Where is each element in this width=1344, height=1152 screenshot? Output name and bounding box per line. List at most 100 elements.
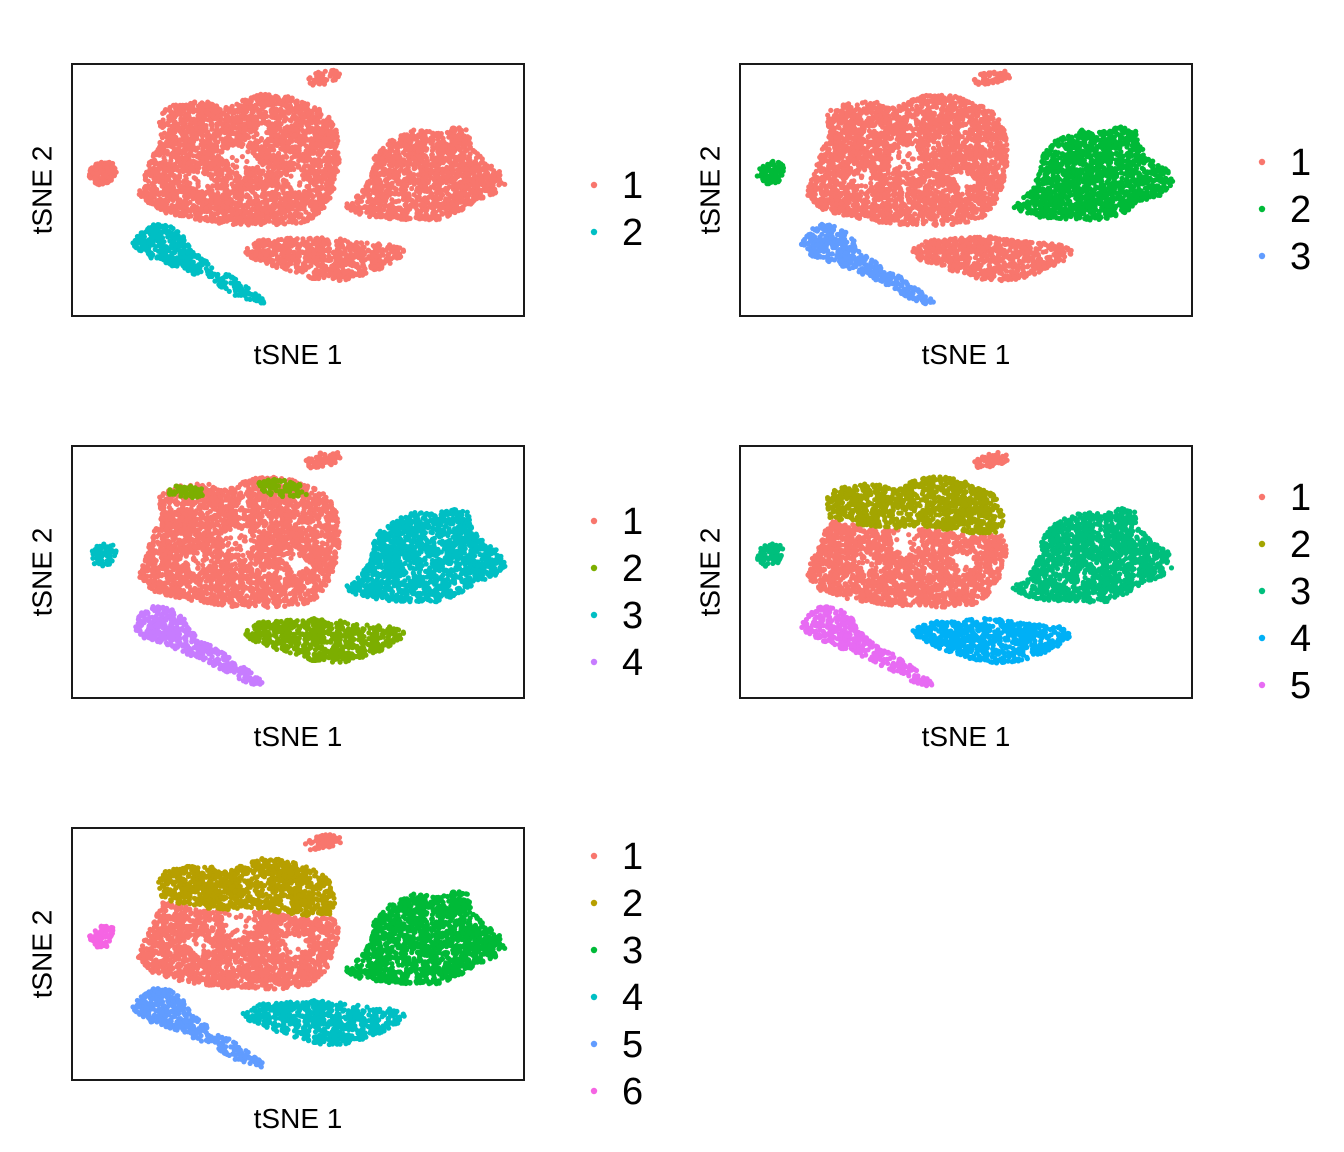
data-point xyxy=(200,159,206,166)
data-point xyxy=(234,164,240,170)
data-point xyxy=(220,215,226,221)
data-point xyxy=(383,195,390,201)
data-point xyxy=(229,103,235,109)
data-point xyxy=(366,194,372,200)
data-point xyxy=(253,177,259,183)
data-point xyxy=(163,150,169,156)
data-point xyxy=(166,205,172,211)
data-point xyxy=(392,191,398,197)
data-point xyxy=(233,221,239,227)
data-point xyxy=(289,95,295,101)
data-point xyxy=(276,97,282,103)
data-point xyxy=(227,137,233,143)
data-point xyxy=(309,148,315,154)
data-point xyxy=(406,215,412,221)
data-point xyxy=(219,143,226,149)
data-point xyxy=(278,138,284,144)
data-point xyxy=(189,104,195,110)
data-point xyxy=(319,158,325,164)
data-point xyxy=(308,120,314,126)
data-point xyxy=(222,192,228,198)
data-point xyxy=(467,190,473,196)
data-point xyxy=(422,216,428,222)
data-point xyxy=(252,198,258,204)
data-point xyxy=(188,165,194,171)
data-point xyxy=(172,166,178,172)
data-point xyxy=(379,155,385,162)
data-point xyxy=(422,133,428,139)
data-point xyxy=(456,180,463,186)
data-point xyxy=(262,140,268,146)
data-point xyxy=(264,158,270,164)
data-point xyxy=(254,139,260,145)
data-point xyxy=(231,190,237,196)
data-point xyxy=(237,215,244,221)
data-point xyxy=(312,181,318,187)
data-point xyxy=(156,197,162,203)
data-point xyxy=(175,209,181,216)
data-point xyxy=(435,167,441,173)
data-point xyxy=(439,211,445,217)
data-point xyxy=(420,201,426,208)
data-point xyxy=(164,139,170,145)
data-point xyxy=(285,143,291,150)
data-point xyxy=(439,201,445,207)
data-point xyxy=(244,158,250,165)
data-point xyxy=(219,209,225,215)
data-point xyxy=(100,180,106,186)
data-point xyxy=(196,150,203,157)
data-point xyxy=(220,160,226,166)
data-point xyxy=(272,160,279,166)
data-point xyxy=(198,196,204,202)
data-point xyxy=(323,155,329,162)
data-point xyxy=(183,173,189,179)
data-point xyxy=(478,180,484,186)
data-point xyxy=(234,205,240,211)
data-point xyxy=(143,191,149,197)
data-point xyxy=(402,141,408,147)
data-point xyxy=(188,116,194,122)
data-point xyxy=(149,186,156,192)
data-point xyxy=(152,179,158,185)
data-point xyxy=(379,160,385,166)
data-point xyxy=(296,158,302,164)
data-point xyxy=(227,118,233,124)
data-point xyxy=(241,133,247,140)
data-point xyxy=(243,165,249,171)
data-point xyxy=(271,156,277,162)
data-point xyxy=(263,172,269,179)
data-point xyxy=(94,164,100,170)
data-point xyxy=(462,199,468,205)
data-point xyxy=(430,144,436,150)
data-point xyxy=(388,168,394,174)
data-point xyxy=(205,139,211,145)
data-point xyxy=(440,143,446,149)
data-point xyxy=(453,154,459,160)
data-point xyxy=(396,158,402,164)
data-point xyxy=(109,174,115,180)
data-point xyxy=(277,200,283,206)
data-point xyxy=(496,178,502,184)
data-point xyxy=(334,135,340,141)
data-point xyxy=(259,150,265,156)
data-point xyxy=(166,161,172,167)
data-point xyxy=(308,263,314,269)
data-point xyxy=(274,176,280,182)
data-point xyxy=(384,178,390,184)
data-point xyxy=(322,68,328,74)
data-point xyxy=(240,206,246,212)
data-point xyxy=(275,216,281,222)
data-point xyxy=(460,144,466,150)
data-point xyxy=(298,196,304,202)
data-point xyxy=(387,216,393,222)
data-point xyxy=(375,197,381,203)
data-point xyxy=(435,213,441,219)
data-point xyxy=(433,179,439,185)
data-point xyxy=(264,214,270,220)
data-point xyxy=(163,186,170,192)
data-point xyxy=(110,160,116,167)
data-point xyxy=(404,160,410,166)
data-point xyxy=(304,175,310,181)
data-point xyxy=(212,109,218,115)
